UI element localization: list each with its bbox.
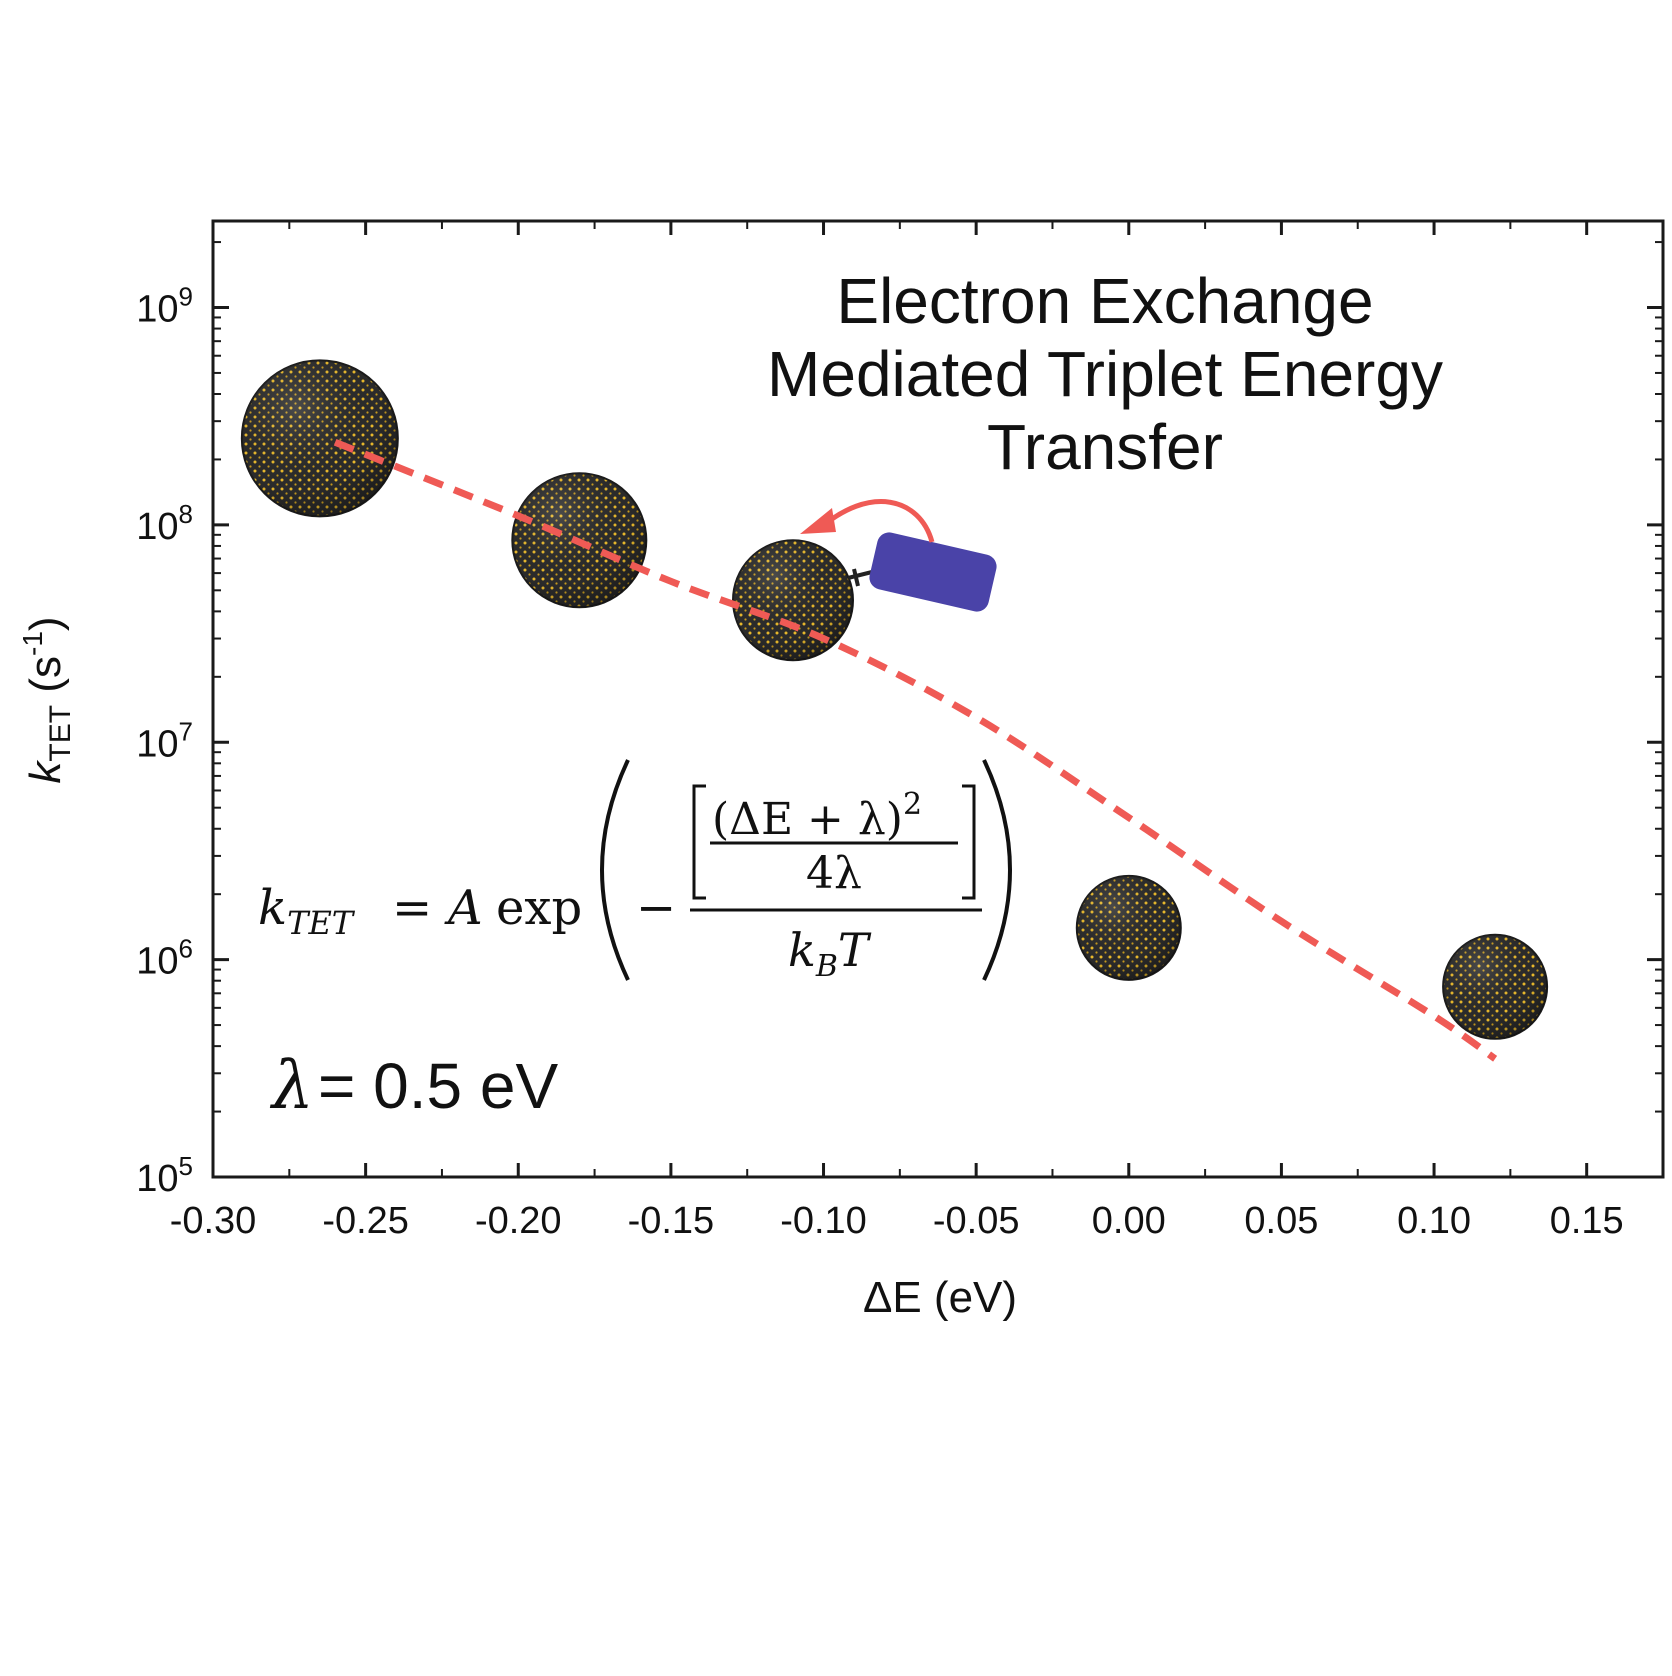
eq-lhs-k: k	[258, 880, 287, 936]
x-tick-label: 0.10	[1397, 1200, 1471, 1242]
eq-right-paren	[982, 759, 1012, 981]
x-tick-label: 0.00	[1092, 1200, 1166, 1242]
eq-den-sub: B	[815, 949, 838, 984]
y-axis-label: kTET (s-1)	[17, 616, 77, 783]
chart-title: Electron Exchange Mediated Triplet Energ…	[767, 265, 1443, 483]
title-line-2: Mediated Triplet Energy	[767, 338, 1443, 410]
title-line-3: Transfer	[987, 411, 1223, 483]
y-tick-label: 108	[136, 499, 193, 548]
y-axis-ticks: 105 106 107 108 109	[136, 241, 1663, 1200]
x-tick-label: 0.05	[1244, 1200, 1318, 1242]
plot-frame	[211, 219, 1665, 1179]
nanocrystal-point	[1442, 933, 1549, 1040]
nanocrystal-shade	[241, 360, 398, 517]
y-label-unit-sup: -1	[17, 631, 48, 656]
x-tick-label: -0.10	[780, 1200, 867, 1242]
y-label-unit-post: )	[21, 616, 70, 631]
svg-text:kBT: kBT	[788, 923, 872, 984]
y-tick-label: 107	[136, 716, 193, 765]
nanocrystal-shade	[1443, 934, 1548, 1039]
y-label-unit-pre: (s	[21, 656, 70, 693]
eq-left-paren	[600, 759, 630, 981]
eq-equals: =	[392, 880, 432, 936]
nanocrystal-shade	[733, 540, 853, 661]
lambda-symbol: λ	[269, 1047, 314, 1124]
x-tick-label: -0.25	[322, 1200, 409, 1242]
x-tick-label: -0.05	[933, 1200, 1020, 1242]
y-tick-label: 105	[136, 1151, 193, 1200]
y-label-sub: TET	[44, 705, 77, 762]
eq-A: A	[444, 880, 483, 936]
fit-curve	[333, 438, 1498, 1062]
x-tick-label: -0.30	[170, 1200, 257, 1242]
y-tick-label: 106	[136, 934, 193, 983]
eq-right-bracket	[962, 784, 976, 900]
eq-den-T: T	[838, 923, 872, 977]
eq-num-pow: 2	[903, 787, 922, 822]
x-tick-label: 0.15	[1550, 1200, 1624, 1242]
x-axis-label: ΔE (eV)	[863, 1273, 1017, 1322]
x-tick-label: -0.15	[628, 1200, 715, 1242]
energy-transfer-arrow	[800, 499, 935, 543]
eq-lhs-sub: TET	[287, 904, 356, 942]
eq-num-bottom: 4λ	[806, 848, 862, 899]
lambda-annotation: λ = 0.5 eV	[269, 1047, 559, 1124]
ligand-molecule	[847, 532, 997, 612]
nanocrystal-point	[732, 539, 854, 662]
ligand-body	[869, 532, 997, 612]
eq-minus: −	[636, 880, 676, 936]
svg-text:kTET: kTET	[258, 880, 356, 942]
nanocrystal-point	[511, 472, 648, 609]
eq-left-bracket	[692, 784, 706, 900]
eq-num-top: (ΔE + λ)	[712, 794, 903, 845]
title-line-1: Electron Exchange	[836, 265, 1373, 337]
x-tick-label: -0.20	[475, 1200, 562, 1242]
equation: kTET = A exp − (ΔE + λ)2 4λ kBT	[258, 759, 1012, 984]
svg-text:kTET (s-1): kTET (s-1)	[17, 616, 77, 783]
eq-exp: exp	[496, 880, 582, 936]
y-label-k: k	[21, 760, 70, 784]
nanocrystal-point	[240, 359, 399, 518]
nanocrystal-point	[1075, 874, 1182, 981]
svg-text:(ΔE + λ)2: (ΔE + λ)2	[712, 787, 922, 845]
nanocrystal-shade	[1076, 875, 1181, 980]
x-axis-ticks: -0.30 -0.25 -0.20 -0.15 -0.10 -0.05 0.00 0.05 0.…	[170, 221, 1624, 1242]
ligand-linker	[847, 568, 873, 587]
lambda-value: = 0.5 eV	[318, 1050, 559, 1122]
y-tick-label: 109	[136, 282, 193, 331]
data-points	[240, 359, 1549, 1040]
eq-den-k: k	[788, 923, 816, 977]
